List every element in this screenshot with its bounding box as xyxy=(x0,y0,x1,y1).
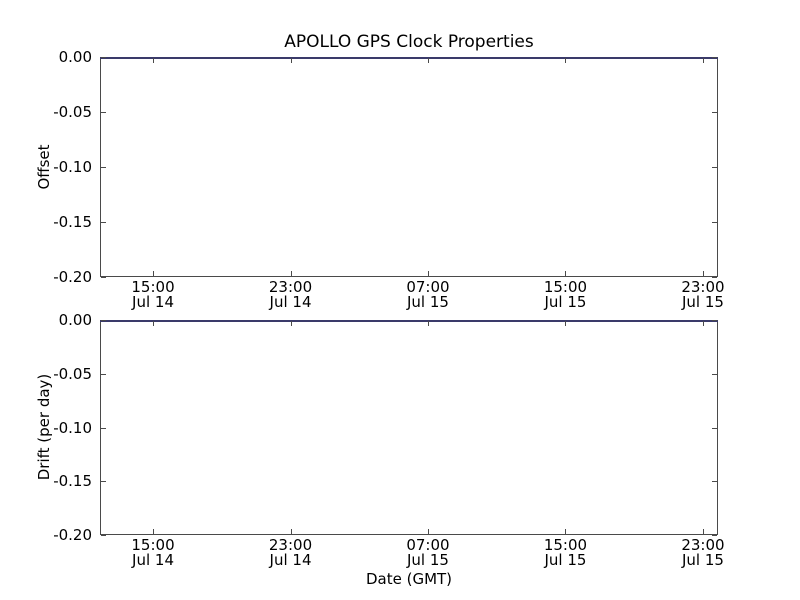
x-tick-mark xyxy=(290,321,292,326)
x-tick-mark xyxy=(427,529,429,534)
y-tick-mark xyxy=(712,222,717,223)
y-tick-mark xyxy=(101,222,106,223)
x-tick-mark xyxy=(290,58,292,63)
y-tick-label: -0.10 xyxy=(53,158,92,176)
y-tick-label: -0.15 xyxy=(53,213,92,231)
x-tick-label: 07:00 Jul 15 xyxy=(406,536,450,569)
x-tick-label: 23:00 Jul 15 xyxy=(681,278,725,311)
x-tick-label: 23:00 Jul 14 xyxy=(268,278,313,311)
x-tick-mark xyxy=(153,321,155,326)
y-tick-mark xyxy=(101,112,106,113)
x-tick-label: 15:00 Jul 14 xyxy=(131,278,175,311)
y-tick-mark xyxy=(712,373,717,375)
y-tick-label: -0.05 xyxy=(53,364,92,383)
x-tick-mark xyxy=(427,271,429,276)
y-tick-mark xyxy=(712,320,717,321)
x-tick-mark xyxy=(702,271,704,276)
offset-zero-value-line xyxy=(100,57,718,59)
x-tick-mark xyxy=(290,529,292,534)
x-tick-mark xyxy=(565,271,567,276)
drift-zero-value-line xyxy=(100,320,718,322)
x-tick-label: 07:00 Jul 15 xyxy=(406,278,450,311)
x-tick-mark xyxy=(702,58,704,63)
drift-subplot xyxy=(100,320,718,536)
x-axis-label: Date (GMT) xyxy=(365,570,453,588)
y-tick-mark xyxy=(101,277,106,278)
y-tick-mark xyxy=(101,57,106,58)
y-tick-label: -0.20 xyxy=(53,526,92,544)
y-tick-mark xyxy=(101,427,106,429)
x-tick-mark xyxy=(153,529,155,534)
y-tick-label: -0.15 xyxy=(53,472,92,491)
y-tick-mark xyxy=(101,167,106,168)
x-tick-mark xyxy=(427,321,429,326)
y-tick-mark xyxy=(101,481,106,483)
y-tick-mark xyxy=(712,427,717,429)
x-tick-mark xyxy=(290,271,292,276)
y-tick-label: 0.00 xyxy=(58,311,92,329)
x-tick-mark xyxy=(565,321,567,326)
x-tick-mark xyxy=(565,58,567,63)
y-tick-mark xyxy=(101,320,106,321)
x-tick-mark xyxy=(702,321,704,326)
x-tick-label: 15:00 Jul 15 xyxy=(543,278,588,311)
x-tick-label: 23:00 Jul 14 xyxy=(268,536,313,569)
x-tick-mark xyxy=(702,529,704,534)
x-tick-mark xyxy=(565,529,567,534)
y-tick-mark xyxy=(712,481,717,483)
y-tick-mark xyxy=(712,112,717,113)
x-tick-mark xyxy=(153,58,155,63)
y-tick-label: -0.10 xyxy=(53,418,92,437)
y-tick-mark xyxy=(712,167,717,168)
x-tick-label: 15:00 Jul 14 xyxy=(131,536,175,569)
x-tick-label: 23:00 Jul 15 xyxy=(681,536,725,569)
y-tick-label: -0.20 xyxy=(53,268,92,286)
offset-subplot xyxy=(100,57,718,278)
y-tick-mark xyxy=(712,277,717,278)
chart-title: APOLLO GPS Clock Properties xyxy=(284,32,534,52)
x-tick-label: 15:00 Jul 15 xyxy=(543,536,588,569)
y-tick-mark xyxy=(712,535,717,536)
y-tick-mark xyxy=(101,535,106,536)
y-tick-mark xyxy=(101,373,106,375)
y-tick-mark xyxy=(712,57,717,58)
y-tick-label: -0.05 xyxy=(53,103,92,121)
x-tick-mark xyxy=(153,271,155,276)
y-tick-label: 0.00 xyxy=(58,48,92,66)
x-tick-mark xyxy=(427,58,429,63)
